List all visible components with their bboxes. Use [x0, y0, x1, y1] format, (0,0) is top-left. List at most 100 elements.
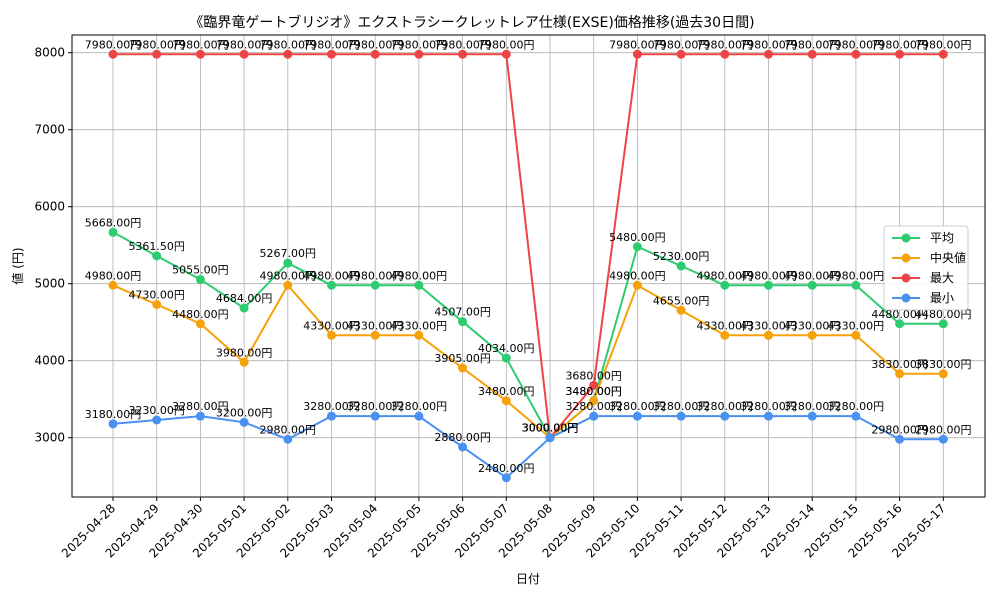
chart-title: 《臨界竜ゲートブリジオ》エクストラシークレットレア仕様(EXSE)価格推移(過去… — [189, 14, 754, 31]
data-point — [501, 49, 511, 59]
legend-label: 中央値 — [930, 250, 966, 265]
data-label: 4980.00円 — [609, 269, 666, 282]
legend-label: 最小 — [930, 291, 954, 305]
data-label: 3000.00円 — [522, 422, 579, 435]
data-label: 5480.00円 — [609, 231, 666, 244]
data-point — [152, 415, 162, 425]
legend-swatch-marker — [901, 253, 911, 263]
data-point — [807, 49, 817, 59]
data-label: 4980.00円 — [828, 269, 885, 282]
data-label: 7980.00円 — [828, 38, 885, 51]
data-point — [807, 280, 817, 290]
data-label: 3280.00円 — [740, 400, 797, 413]
data-point — [764, 330, 773, 340]
data-point — [720, 280, 730, 290]
data-point — [458, 317, 468, 327]
data-point — [414, 280, 424, 290]
data-label: 5267.00円 — [260, 247, 317, 260]
data-label: 4980.00円 — [740, 269, 797, 282]
series-layer — [108, 49, 948, 483]
data-label: 4730.00円 — [128, 289, 185, 302]
data-label: 3830.00円 — [871, 358, 928, 371]
y-axis-ticks: 3000 4000 5000 6000 7000 8000 — [34, 46, 72, 445]
data-point — [632, 49, 642, 59]
data-point — [676, 261, 686, 271]
data-point — [895, 434, 905, 444]
data-point — [239, 49, 249, 59]
data-label: 5055.00円 — [172, 263, 229, 276]
data-label: 4684.00円 — [216, 292, 273, 305]
data-point — [764, 280, 773, 290]
data-point — [851, 330, 861, 340]
data-label: 3230.00円 — [128, 404, 185, 417]
y-tick-label: 4000 — [34, 354, 65, 368]
legend-label: 平均 — [930, 231, 954, 245]
legend-label: 最大 — [930, 271, 954, 285]
data-point — [414, 330, 424, 340]
data-point — [327, 330, 336, 340]
data-point — [327, 49, 336, 59]
data-label: 4507.00円 — [434, 306, 491, 319]
data-point — [938, 49, 948, 59]
data-point — [152, 300, 162, 309]
data-label: 3280.00円 — [172, 400, 229, 413]
plot-area-frame — [71, 34, 986, 498]
data-point — [283, 258, 293, 268]
data-point — [938, 319, 948, 329]
data-point — [632, 280, 642, 290]
data-point — [458, 49, 468, 59]
data-point — [895, 369, 905, 379]
data-label: 7980.00円 — [915, 38, 972, 51]
y-tick-label: 8000 — [34, 46, 65, 60]
data-point — [458, 442, 468, 452]
data-label: 4980.00円 — [85, 269, 142, 282]
data-label: 4330.00円 — [740, 319, 797, 332]
data-point — [501, 396, 511, 406]
data-label: 3280.00円 — [609, 400, 666, 413]
data-point — [632, 242, 642, 252]
data-label: 4980.00円 — [303, 269, 360, 282]
data-point — [195, 49, 205, 59]
data-label: 2480.00円 — [478, 462, 535, 475]
legend-swatch-marker — [901, 273, 911, 283]
data-point — [283, 434, 293, 444]
data-point — [807, 411, 817, 421]
data-label: 3830.00円 — [915, 358, 972, 371]
data-point — [239, 303, 249, 313]
data-label: 3480.00円 — [565, 385, 622, 398]
data-label: 4980.00円 — [347, 269, 404, 282]
data-point — [239, 357, 249, 367]
data-point — [851, 49, 861, 59]
data-label: 3000.00円 — [522, 422, 579, 435]
data-point — [108, 280, 118, 290]
data-label: 7980.00円 — [697, 38, 754, 51]
data-point — [545, 433, 555, 443]
data-label: 3280.00円 — [697, 400, 754, 413]
data-label: 3280.00円 — [653, 400, 710, 413]
data-label: 2980.00円 — [260, 423, 317, 436]
y-tick-label: 7000 — [34, 123, 65, 137]
data-label: 7980.00円 — [609, 38, 666, 51]
data-point — [676, 49, 686, 59]
data-point — [720, 411, 730, 421]
data-point — [501, 353, 511, 363]
data-point — [370, 280, 380, 290]
data-label: 3280.00円 — [828, 400, 885, 413]
data-point — [458, 363, 468, 373]
data-label: 3180.00円 — [85, 408, 142, 421]
data-label: 4330.00円 — [391, 319, 448, 332]
data-point — [895, 319, 905, 329]
data-point — [239, 417, 249, 427]
data-point — [414, 411, 424, 421]
data-point — [764, 411, 773, 421]
data-point — [807, 330, 817, 340]
data-point — [152, 251, 162, 261]
data-point — [938, 434, 948, 444]
data-label: 5361.50円 — [128, 240, 185, 253]
data-label: 4330.00円 — [828, 319, 885, 332]
data-label: 3000.00円 — [522, 422, 579, 435]
data-label: 3480.00円 — [478, 385, 535, 398]
data-label: 4980.00円 — [784, 269, 841, 282]
data-point — [414, 49, 424, 59]
